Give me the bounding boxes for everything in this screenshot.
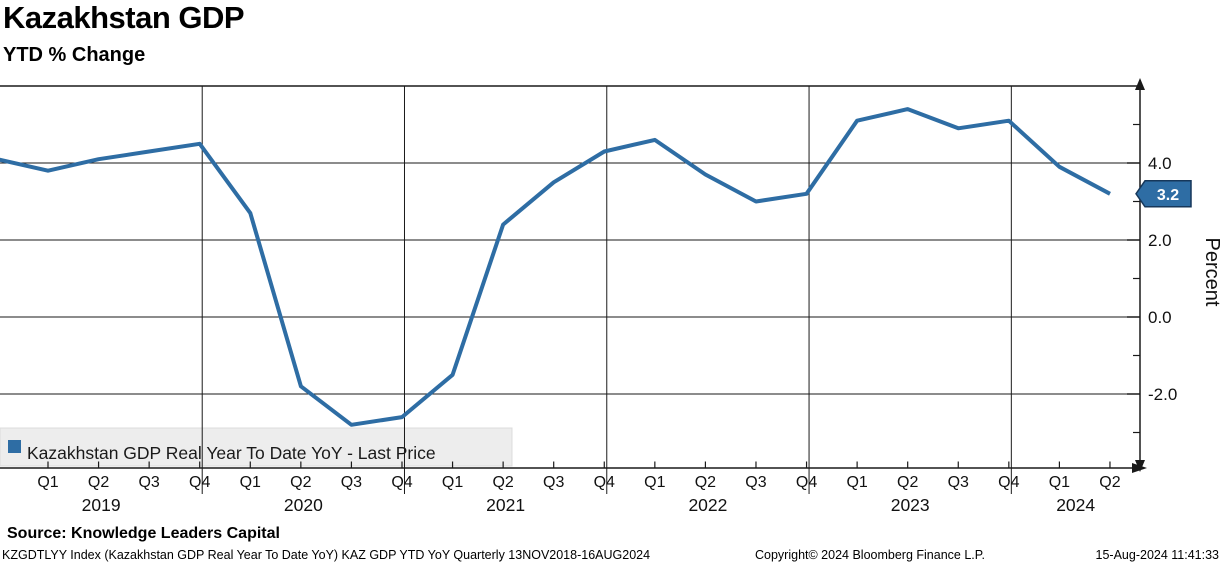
x-quarter-label: Q3 (948, 474, 969, 491)
x-year-label: 2021 (486, 495, 525, 515)
page-title: Kazakhstan GDP (3, 0, 245, 35)
x-quarter-label: Q1 (37, 474, 58, 491)
x-quarter-label: Q2 (1099, 474, 1120, 491)
x-quarter-label: Q1 (644, 474, 665, 491)
x-quarter-label: Q1 (846, 474, 867, 491)
gdp-series-line (0, 107, 1111, 427)
y-tick-label: 0.0 (1148, 308, 1172, 327)
y-axis-title: Percent (1201, 238, 1223, 307)
x-quarter-label: Q2 (695, 474, 716, 491)
footer-copyright: Copyright© 2024 Bloomberg Finance L.P. (755, 548, 985, 562)
source-line: Source: Knowledge Leaders Capital (7, 525, 280, 542)
x-axis-arrow (1132, 463, 1147, 473)
page-subtitle: YTD % Change (3, 44, 146, 66)
x-quarter-label: Q4 (391, 474, 412, 491)
x-quarter-label: Q2 (897, 474, 918, 491)
x-year-label: 2022 (688, 495, 727, 515)
x-quarter-label: Q4 (796, 474, 817, 491)
y-axis-top-arrow (1135, 78, 1145, 90)
x-quarter-label: Q1 (240, 474, 261, 491)
x-quarter-label: Q3 (341, 474, 362, 491)
x-quarter-label: Q3 (138, 474, 159, 491)
x-quarter-label: Q1 (442, 474, 463, 491)
x-quarter-label: Q2 (492, 474, 513, 491)
x-year-label: 2019 (82, 495, 121, 515)
x-quarter-label: Q3 (543, 474, 564, 491)
x-quarter-label: Q1 (1049, 474, 1070, 491)
x-quarter-label: Q2 (290, 474, 311, 491)
x-quarter-label: Q4 (998, 474, 1019, 491)
footer-timestamp: 15-Aug-2024 11:41:33 (1095, 548, 1219, 562)
y-tick-label: 4.0 (1148, 154, 1172, 173)
footer-ticker-info: KZGDTLYY Index (Kazakhstan GDP Real Year… (2, 548, 651, 562)
x-year-label: 2020 (284, 495, 323, 515)
x-quarter-label: Q2 (88, 474, 109, 491)
last-price-value: 3.2 (1157, 187, 1179, 204)
legend-marker (8, 440, 21, 453)
x-year-label: 2023 (891, 495, 930, 515)
last-price-tag (1135, 180, 1192, 208)
x-quarter-label: Q4 (594, 474, 615, 491)
legend-box (0, 427, 513, 467)
x-quarter-label: Q3 (745, 474, 766, 491)
legend-label: Kazakhstan GDP Real Year To Date YoY - L… (27, 443, 436, 463)
x-quarter-label: Q4 (189, 474, 210, 491)
x-year-label: 2024 (1056, 495, 1095, 515)
y-tick-label: 2.0 (1148, 231, 1172, 250)
y-tick-label: -2.0 (1148, 385, 1177, 404)
